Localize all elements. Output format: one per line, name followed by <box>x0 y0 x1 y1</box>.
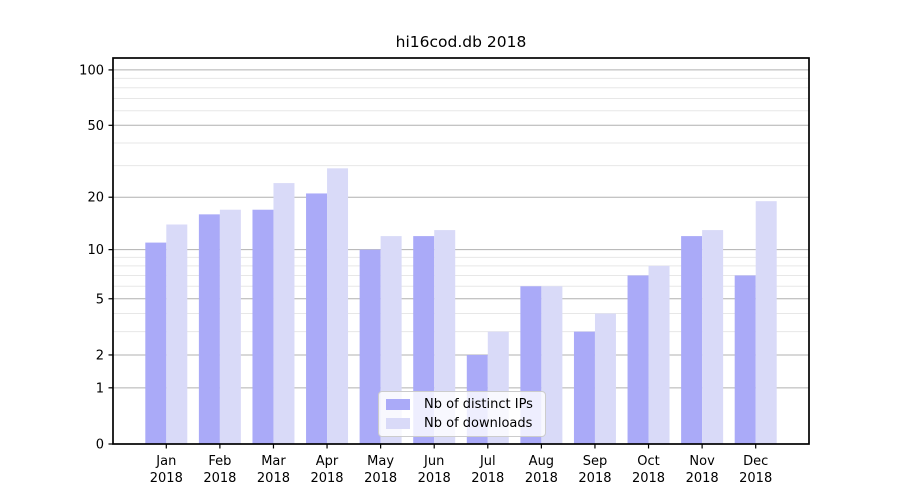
x-tick-label-year: 2018 <box>203 471 236 486</box>
x-tick-label-year: 2018 <box>578 471 611 486</box>
bar-downloads-dec <box>755 201 777 444</box>
x-tick-label-year: 2018 <box>739 471 772 486</box>
x-tick-label-month: Jul <box>479 454 496 469</box>
x-tick-label-year: 2018 <box>257 471 290 486</box>
bar-distinct-ips-feb <box>198 214 220 444</box>
x-tick-label-month: Aug <box>529 454 554 469</box>
y-tick-label: 100 <box>79 63 104 78</box>
y-tick-label: 5 <box>96 292 104 307</box>
y-tick-label: 10 <box>87 243 104 258</box>
x-tick-label-year: 2018 <box>310 471 343 486</box>
x-tick-label-month: Apr <box>316 454 339 469</box>
bar-downloads-jun <box>434 230 456 444</box>
y-tick-label: 1 <box>96 381 104 396</box>
plot-border <box>112 57 810 445</box>
legend-entry-downloads: Nb of downloads <box>386 416 537 433</box>
bar-distinct-ips-jan <box>145 242 167 444</box>
x-tick-label-year: 2018 <box>525 471 558 486</box>
bar-distinct-ips-sep <box>573 331 595 444</box>
legend-entry-distinct-ips: Nb of distinct IPs <box>386 396 537 413</box>
bar-distinct-ips-oct <box>627 275 649 444</box>
x-tick-label-month: Jan <box>155 454 176 469</box>
legend-swatch-downloads <box>386 418 410 430</box>
bar-downloads-sep <box>594 313 616 444</box>
x-tick-label-month: Jun <box>423 454 444 469</box>
bar-distinct-ips-dec <box>734 275 756 444</box>
bar-distinct-ips-may <box>359 249 381 444</box>
bar-downloads-oct <box>648 265 670 444</box>
bar-downloads-aug <box>541 286 563 444</box>
x-tick-label-month: Oct <box>637 454 659 469</box>
legend-label-downloads: Nb of downloads <box>424 416 533 432</box>
bar-downloads-feb <box>219 209 241 444</box>
bar-downloads-jan <box>166 224 188 444</box>
y-tick-label: 50 <box>87 119 104 134</box>
y-tick-label: 0 <box>96 438 104 453</box>
legend-label-distinct-ips: Nb of distinct IPs <box>424 396 533 412</box>
x-tick-label-month: Dec <box>743 454 768 469</box>
x-tick-label-year: 2018 <box>471 471 504 486</box>
x-tick-label-month: Mar <box>261 454 286 469</box>
bar-downloads-nov <box>702 230 724 444</box>
x-tick-label-year: 2018 <box>632 471 665 486</box>
x-tick-label-month: Sep <box>583 454 608 469</box>
y-tick-label: 20 <box>87 191 104 206</box>
x-tick-label-year: 2018 <box>364 471 397 486</box>
bar-distinct-ips-nov <box>681 236 703 444</box>
bar-distinct-ips-apr <box>306 193 328 444</box>
x-tick-label-month: Feb <box>208 454 231 469</box>
x-tick-label-year: 2018 <box>418 471 451 486</box>
legend-swatch-distinct-ips <box>386 398 410 410</box>
legend: Nb of distinct IPs Nb of downloads <box>378 391 546 437</box>
x-tick-label-year: 2018 <box>686 471 719 486</box>
x-tick-label-month: Nov <box>689 454 715 469</box>
y-tick-label: 2 <box>96 348 104 363</box>
bar-downloads-apr <box>327 168 349 445</box>
x-tick-label-year: 2018 <box>150 471 183 486</box>
bar-distinct-ips-mar <box>252 209 274 444</box>
x-tick-label-month: May <box>367 454 394 469</box>
bar-downloads-mar <box>273 183 295 445</box>
chart-title: hi16cod.db 2018 <box>395 33 527 51</box>
